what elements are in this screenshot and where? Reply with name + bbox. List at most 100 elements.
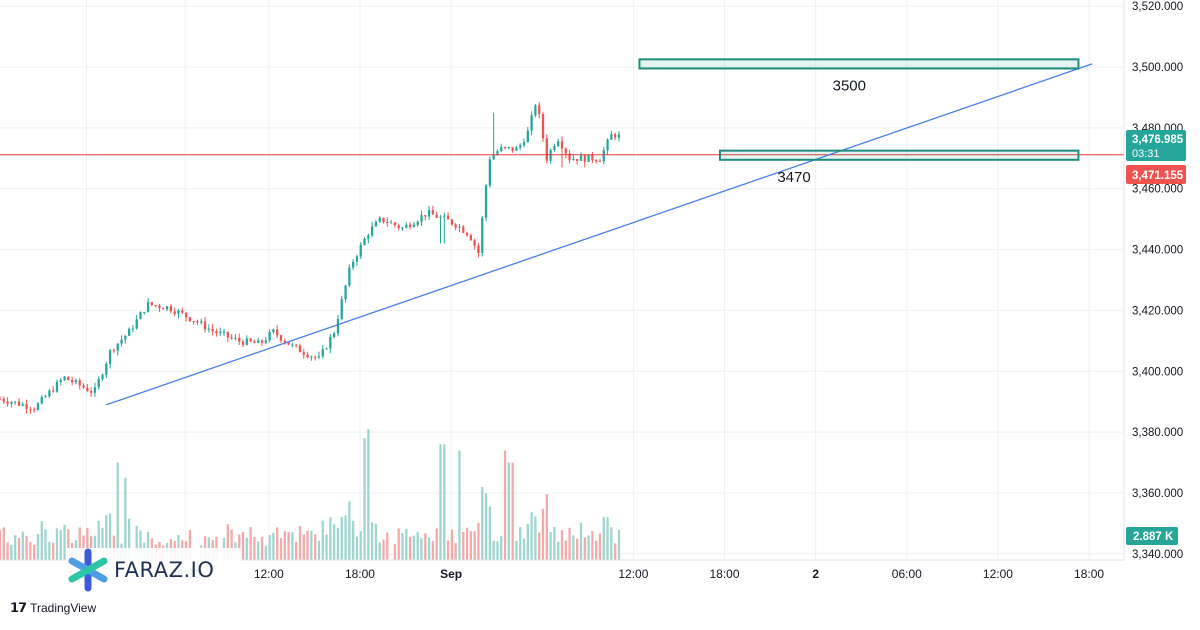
volume-bar xyxy=(507,462,510,560)
candle-body xyxy=(249,338,252,342)
volume-bar xyxy=(496,541,499,560)
volume-bar xyxy=(268,534,271,560)
volume-bar xyxy=(477,522,480,560)
volume-bar xyxy=(135,525,138,560)
candle-body xyxy=(143,311,146,313)
candle-body xyxy=(583,155,586,162)
candle-body xyxy=(538,105,541,114)
volume-bar xyxy=(378,542,381,560)
candle-body xyxy=(314,356,317,358)
volume-bar xyxy=(108,513,112,560)
volume-bar xyxy=(439,444,442,560)
tradingview-brand[interactable]: 𝟭𝟳 TradingView xyxy=(10,600,96,616)
volume-bar xyxy=(253,536,256,560)
candle-body xyxy=(245,338,248,345)
candle-body xyxy=(25,404,28,409)
volume-bar xyxy=(557,541,560,560)
volume-bar xyxy=(500,535,503,560)
candle-body xyxy=(420,215,423,222)
volume-bar xyxy=(382,539,385,560)
candle-body xyxy=(405,224,408,228)
candle-body xyxy=(503,147,507,149)
volume-bar xyxy=(63,524,66,560)
volume-bar xyxy=(397,528,400,560)
candle-body xyxy=(310,356,313,358)
volume-bar xyxy=(139,530,142,560)
candle-body xyxy=(169,306,173,312)
volume-value: 2.887 K xyxy=(1133,531,1174,543)
volume-bar xyxy=(14,535,17,560)
volume-bar xyxy=(82,535,85,560)
candle-body xyxy=(477,245,480,253)
candle-body xyxy=(484,185,488,218)
volume-bar xyxy=(602,516,605,560)
zone-box-3470 xyxy=(718,149,1080,161)
volume-bar xyxy=(177,534,180,560)
x-tick-label: 06:00 xyxy=(892,567,922,581)
volume-bar xyxy=(374,523,378,560)
x-tick-label: 12:00 xyxy=(983,567,1013,581)
candle-body xyxy=(215,331,218,334)
volume-bar xyxy=(306,530,309,560)
volume-bar xyxy=(314,534,317,560)
volume-bar xyxy=(55,528,59,560)
volume-bar xyxy=(249,526,252,560)
volume-bar xyxy=(446,540,450,560)
candle-body xyxy=(458,226,461,228)
volume-bar xyxy=(538,532,541,560)
price-axis[interactable]: 3,520.0003,500.0003,480.0003,460.0003,44… xyxy=(1132,1,1183,561)
candle-body xyxy=(386,221,389,223)
candle-body xyxy=(264,340,267,343)
candle-body xyxy=(105,363,108,375)
candle-body xyxy=(378,217,381,222)
candle-body xyxy=(492,154,495,160)
candle-body xyxy=(519,145,522,148)
volume-bar xyxy=(344,515,347,560)
last-price-tag xyxy=(1126,130,1186,161)
candle-body xyxy=(200,321,203,323)
candle-body xyxy=(33,409,36,411)
y-tick-label: 3,400.000 xyxy=(1132,366,1183,378)
candle-body xyxy=(112,350,116,352)
volume-bar xyxy=(515,540,518,560)
candle-body xyxy=(108,350,112,364)
candle-body xyxy=(276,329,279,336)
candle-body xyxy=(401,227,404,229)
y-tick-label: 3,520.000 xyxy=(1132,1,1183,13)
candle-body xyxy=(340,299,343,320)
candle-body xyxy=(488,159,491,186)
candle-body xyxy=(522,142,526,146)
volume-bar xyxy=(564,540,567,560)
candle-body xyxy=(610,134,613,140)
volume-bar xyxy=(241,531,245,560)
volume-bar xyxy=(329,517,332,560)
candle-body xyxy=(295,344,298,346)
candle-body xyxy=(203,321,207,330)
volume-bar xyxy=(587,535,590,560)
candle-body xyxy=(71,380,74,383)
volume-bar xyxy=(86,527,89,560)
plot-background xyxy=(0,0,1124,560)
volume-bar xyxy=(367,429,370,560)
volume-bar xyxy=(352,520,355,560)
candle-body xyxy=(587,154,590,162)
candle-body xyxy=(192,321,195,323)
volume-bar xyxy=(260,536,264,560)
volume-bar xyxy=(617,529,621,560)
volume-bar xyxy=(435,528,438,560)
candle-body xyxy=(336,319,340,334)
volume-bar xyxy=(530,512,533,560)
candle-body xyxy=(541,113,545,139)
candle-body xyxy=(435,214,438,218)
candle-body xyxy=(549,149,552,161)
candle-body xyxy=(188,317,192,322)
volume-bar xyxy=(36,533,40,560)
candle-body xyxy=(302,352,305,355)
candle-body xyxy=(44,396,47,398)
candle-body xyxy=(196,321,199,323)
volume-bar xyxy=(424,533,427,560)
y-tick-label: 3,440.000 xyxy=(1132,245,1183,257)
candle-body xyxy=(617,134,621,138)
volume-bar xyxy=(295,541,298,560)
